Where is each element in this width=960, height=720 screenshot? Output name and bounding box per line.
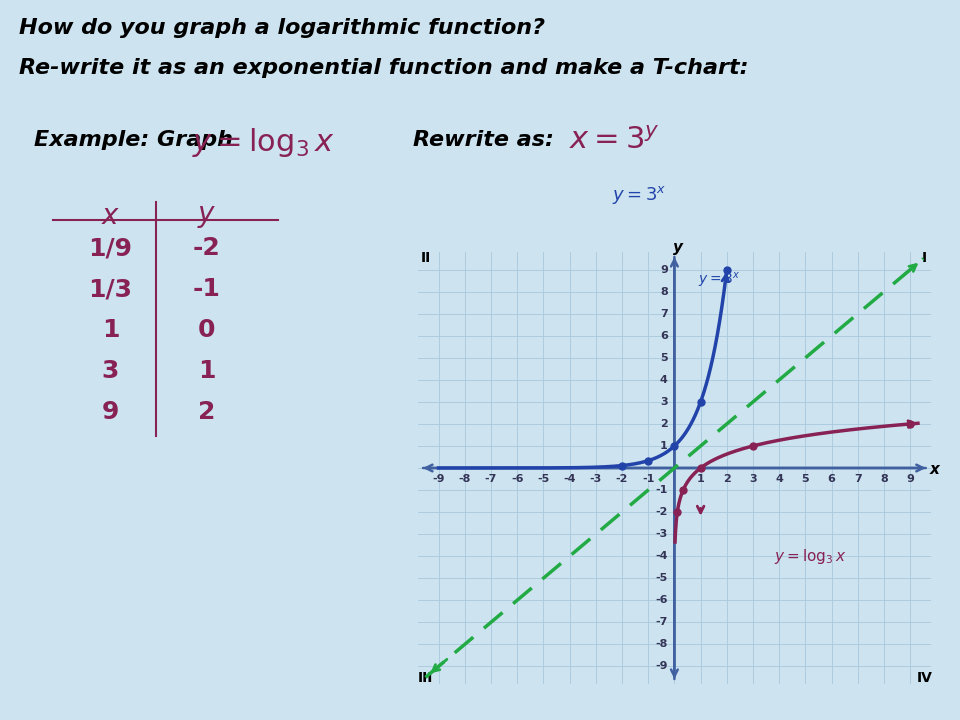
Text: -7: -7 [656,617,668,627]
Text: 1: 1 [198,359,215,383]
Text: III: III [418,672,433,685]
Text: 1: 1 [697,474,705,484]
Text: $y$: $y$ [197,202,216,230]
Text: 1/9: 1/9 [88,236,132,260]
Text: 0: 0 [198,318,215,342]
Text: Example: Graph: Example: Graph [34,130,232,150]
Text: 2: 2 [198,400,215,424]
Text: -4: -4 [564,474,576,484]
Text: $x$: $x$ [101,202,120,230]
Text: -8: -8 [459,474,471,484]
Text: 9: 9 [102,400,119,424]
Text: -2: -2 [193,236,220,260]
Text: -1: -1 [192,277,221,301]
Text: -6: -6 [656,595,668,606]
Text: 5: 5 [802,474,809,484]
Text: 1: 1 [102,318,119,342]
Text: -9: -9 [656,662,668,671]
Text: 8: 8 [880,474,888,484]
Text: 5: 5 [660,353,668,363]
Text: 2: 2 [660,419,668,429]
Text: II: II [420,251,431,264]
Text: $y = \log_3 x$: $y = \log_3 x$ [192,126,335,159]
Text: -5: -5 [538,474,549,484]
Text: -1: -1 [656,485,668,495]
Text: $y = \log_3 x$: $y = \log_3 x$ [774,546,847,566]
Text: -7: -7 [485,474,497,484]
Text: 7: 7 [660,309,668,319]
Text: 3: 3 [749,474,756,484]
Text: -5: -5 [656,573,668,583]
Text: -2: -2 [615,474,628,484]
Text: 8: 8 [660,287,668,297]
Text: -1: -1 [642,474,655,484]
Text: $y = 3^x$: $y = 3^x$ [612,184,667,206]
Text: 3: 3 [660,397,668,407]
Text: -3: -3 [589,474,602,484]
Text: -9: -9 [432,474,444,484]
Text: 1/3: 1/3 [88,277,132,301]
Text: -2: -2 [656,507,668,517]
Text: Re-write it as an exponential function and make a T-chart:: Re-write it as an exponential function a… [19,58,749,78]
Text: -3: -3 [656,529,668,539]
Text: 6: 6 [660,330,668,341]
Text: $y = 3^x$: $y = 3^x$ [698,271,740,290]
Text: 2: 2 [723,474,731,484]
Text: 6: 6 [828,474,835,484]
Text: 7: 7 [854,474,862,484]
Text: 4: 4 [776,474,783,484]
Text: y: y [673,240,684,256]
Text: x: x [930,462,940,477]
Text: 4: 4 [660,375,668,384]
Text: -8: -8 [656,639,668,649]
Text: How do you graph a logarithmic function?: How do you graph a logarithmic function? [19,18,545,38]
Text: Rewrite as:: Rewrite as: [413,130,554,150]
Text: -6: -6 [511,474,523,484]
Text: 9: 9 [660,265,668,274]
Text: 3: 3 [102,359,119,383]
Text: 9: 9 [906,474,914,484]
Text: IV: IV [917,672,932,685]
Text: 1: 1 [660,441,668,451]
Text: -4: -4 [656,552,668,561]
Text: $x = 3^y$: $x = 3^y$ [569,126,660,155]
Text: I: I [923,251,927,264]
